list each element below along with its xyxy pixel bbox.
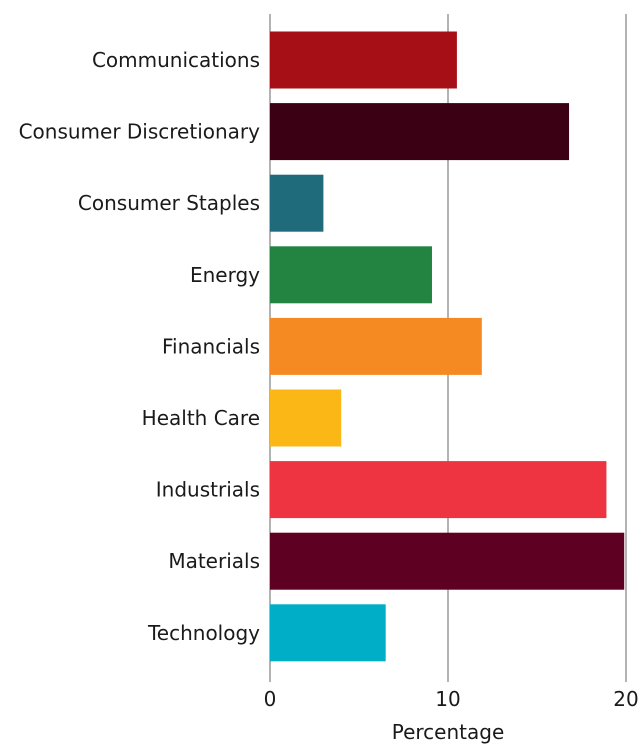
category-label-technology: Technology (147, 621, 260, 645)
x-axis-title: Percentage (392, 720, 505, 744)
bar-energy (270, 246, 432, 304)
category-label-consumer-discretionary: Consumer Discretionary (19, 120, 261, 144)
category-label-communications: Communications (92, 48, 260, 72)
category-label-materials: Materials (168, 549, 260, 573)
bar-materials (270, 532, 625, 590)
tick-label-x-20: 20 (613, 687, 638, 711)
bar-communications (270, 31, 457, 89)
category-labels: Communications Consumer Discretionary Cons… (19, 48, 261, 645)
bar-technology (270, 604, 386, 662)
bar-consumer-staples (270, 174, 324, 232)
bar-consumer-discretionary (270, 103, 570, 161)
bars (270, 31, 625, 662)
tick-label-x-0: 0 (264, 687, 277, 711)
category-label-industrials: Industrials (156, 478, 260, 502)
category-label-energy: Energy (190, 263, 260, 287)
category-label-financials: Financials (162, 334, 260, 358)
bar-financials (270, 317, 482, 375)
category-label-consumer-staples: Consumer Staples (78, 191, 260, 215)
bar-industrials (270, 461, 607, 519)
bar-health-care (270, 389, 342, 447)
x-axis-ticks: 0 10 20 (264, 676, 639, 711)
category-label-health-care: Health Care (142, 406, 260, 430)
tick-label-x-10: 10 (435, 687, 460, 711)
